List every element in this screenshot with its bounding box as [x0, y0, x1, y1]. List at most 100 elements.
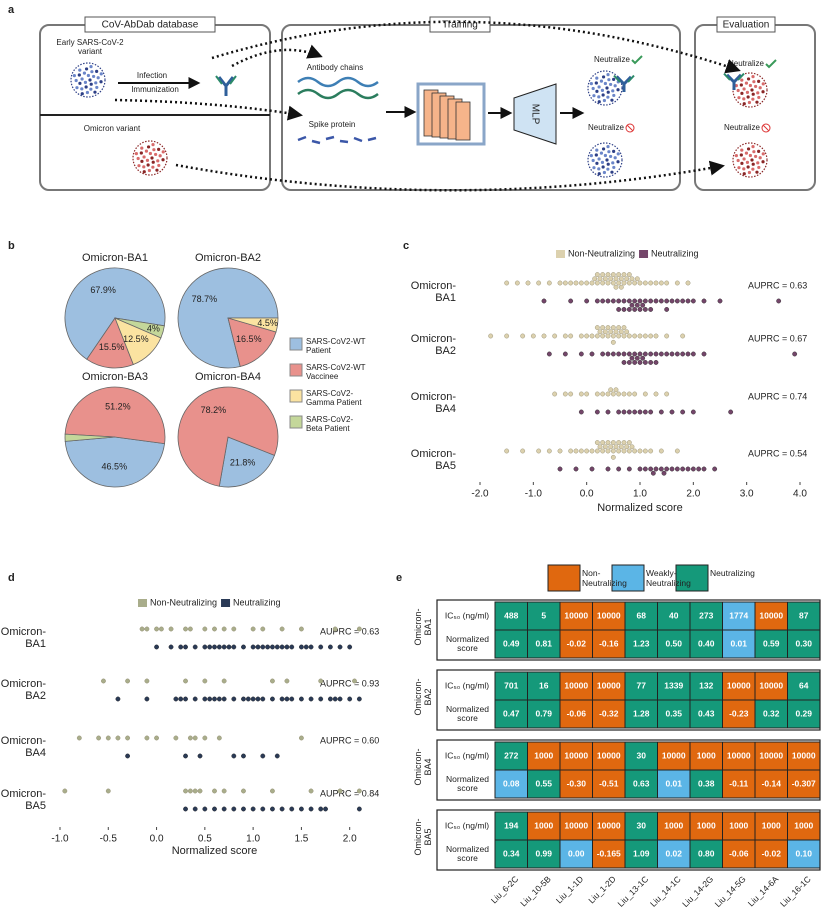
point: [284, 644, 290, 650]
point: [648, 333, 654, 339]
point: [610, 454, 616, 460]
cell: [559, 769, 593, 799]
point: [125, 735, 130, 741]
cell: [787, 811, 821, 841]
point: [241, 788, 246, 794]
point: [274, 753, 280, 759]
row-label: Omicron-BA1: [0, 626, 46, 650]
virus-dot: [597, 167, 601, 171]
virus-dot: [747, 170, 752, 175]
cell-value: 272: [504, 750, 518, 760]
virus-dot: [142, 155, 146, 159]
point: [634, 276, 640, 282]
row-label: Omicron-BA2: [0, 678, 46, 702]
cell-value: 10000: [564, 680, 588, 690]
point: [594, 298, 600, 304]
point: [616, 272, 622, 277]
point: [289, 644, 295, 650]
block-label: Omicron-BA4: [413, 748, 433, 786]
point: [621, 391, 627, 397]
point: [626, 360, 632, 365]
row-header: Normalized score: [446, 774, 489, 793]
virus-dot: [600, 160, 605, 164]
cell-value: 5: [541, 610, 546, 620]
point: [648, 351, 654, 357]
point: [637, 409, 643, 415]
cell: [689, 839, 723, 869]
column-label: Liu_14-5G: [713, 874, 748, 909]
point: [260, 696, 266, 702]
point: [632, 391, 638, 397]
point: [637, 360, 643, 365]
panel-letter: c: [403, 240, 409, 252]
cell: [722, 671, 756, 701]
virus-dot: [609, 82, 613, 87]
point: [600, 280, 606, 286]
point: [621, 448, 627, 454]
point: [216, 735, 222, 741]
point: [241, 753, 246, 759]
point: [101, 678, 106, 684]
point: [541, 298, 547, 304]
cell-value: 77: [637, 680, 647, 690]
row-label: Omicron-BA4: [410, 391, 456, 415]
virus-dot: [616, 88, 620, 92]
point: [125, 753, 130, 759]
point: [192, 788, 198, 794]
x-tick-label: -0.5: [100, 834, 118, 845]
block-label: Omicron-BA1: [413, 608, 433, 646]
legend-label: Non-Neutralizing: [150, 597, 217, 607]
pie-value-label: 16.5%: [236, 334, 262, 344]
point: [605, 280, 611, 286]
point: [642, 351, 648, 357]
point: [610, 325, 616, 330]
cell-value: -0.02: [567, 638, 587, 648]
pie-value-label: 67.9%: [90, 285, 116, 295]
legend-swatch: [556, 250, 565, 258]
point: [626, 409, 632, 415]
point: [616, 325, 622, 330]
cell-value: 1000: [664, 820, 683, 830]
cell: [624, 671, 658, 701]
point: [597, 276, 603, 282]
virus-dot: [612, 77, 616, 82]
virus-dot: [742, 157, 746, 161]
virus-dot: [740, 91, 744, 95]
point: [231, 753, 237, 759]
point: [594, 333, 600, 339]
virus-dot: [594, 153, 598, 157]
point: [332, 626, 338, 632]
point: [318, 678, 324, 684]
virus-dot: [605, 86, 609, 90]
antibody: [723, 72, 745, 81]
no-sign: [762, 124, 770, 132]
antibody: [613, 74, 635, 83]
virus-dot: [757, 79, 761, 84]
point: [589, 333, 595, 339]
virus-dot: [746, 147, 751, 151]
point: [578, 280, 584, 286]
row-header: IC₅₀ (ng/ml): [445, 750, 489, 760]
point: [634, 302, 640, 308]
point: [255, 644, 261, 650]
cell-value: 1000: [697, 820, 716, 830]
column-label: Liu_10-5B: [518, 874, 553, 909]
point: [241, 644, 246, 650]
virus-dot: [734, 84, 738, 88]
point: [212, 626, 217, 632]
virus-dot: [611, 161, 615, 165]
point: [183, 788, 188, 794]
virus-dot: [589, 154, 593, 158]
point: [608, 444, 614, 450]
column-label: Liu_14-2G: [680, 874, 715, 909]
point: [602, 276, 608, 282]
legend-swatch: [547, 564, 581, 592]
point: [327, 644, 333, 650]
cell: [494, 601, 528, 631]
cell: [689, 699, 723, 729]
point: [626, 391, 632, 397]
virus-dot: [612, 93, 616, 98]
point: [488, 333, 494, 339]
cell: [689, 769, 723, 799]
point: [626, 280, 632, 286]
